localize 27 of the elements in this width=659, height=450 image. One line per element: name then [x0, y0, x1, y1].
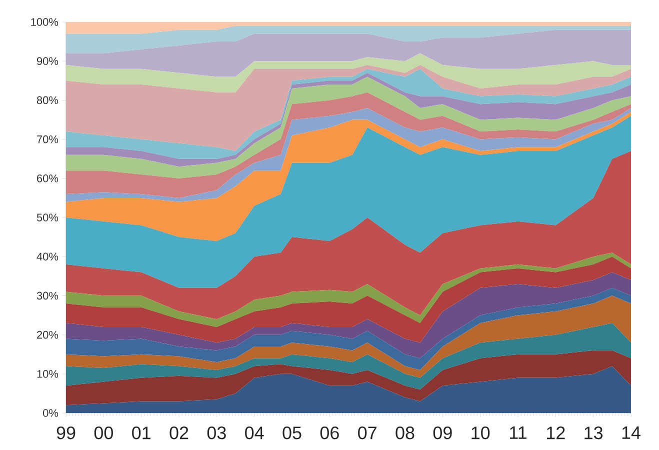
y-tick-label: 60%	[37, 174, 58, 182]
x-tick-label: 08	[396, 426, 414, 440]
x-tick-label: 12	[547, 426, 565, 440]
y-tick-label: 70%	[37, 135, 58, 144]
x-tick-label: 13	[584, 426, 603, 440]
x-tick-label: 10	[472, 426, 490, 440]
y-tick-label: 100%	[31, 18, 58, 26]
y-tick-label: 20%	[37, 330, 58, 339]
x-tick-label: 01	[132, 426, 150, 440]
x-tick-label: 06	[320, 426, 339, 440]
y-tick-label: 0%	[43, 409, 58, 417]
x-tick-label: 07	[358, 426, 376, 440]
x-tick-label: 00	[94, 426, 113, 440]
x-tick-label: 02	[170, 426, 188, 440]
x-tick-label: 14	[622, 426, 640, 439]
y-tick-label: 80%	[36, 96, 58, 104]
y-tick-label: 10%	[37, 370, 58, 378]
x-tick-label: 05	[282, 426, 302, 440]
x-tick-label: 99	[56, 426, 76, 440]
x-tick-label: 11	[510, 426, 526, 439]
y-tick-label: 40%	[36, 252, 58, 260]
y-tick-label: 90%	[36, 57, 58, 65]
y-tick-label: 50%	[36, 214, 58, 222]
x-tick-label: 09	[433, 426, 452, 440]
x-tick-label: 04	[245, 426, 264, 440]
x-tick-label: 03	[207, 426, 226, 440]
y-tick-label: 30%	[36, 292, 58, 300]
